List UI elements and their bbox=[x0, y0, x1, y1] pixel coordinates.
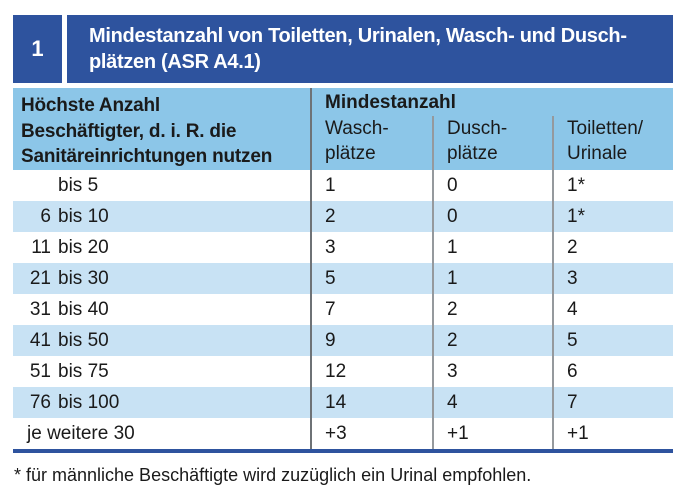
footnote: * für männliche Beschäftigte wird zuzügl… bbox=[14, 465, 532, 485]
table-number: 1 bbox=[31, 36, 44, 61]
infographic-page: 1 Mindestanzahl von Toiletten, Urinalen,… bbox=[13, 15, 673, 486]
range-label: bis 75 bbox=[58, 360, 109, 382]
cell-toiletten-urinale: 2 bbox=[552, 232, 673, 263]
col-header-employees-line3: Sanitäreinrichtungen nutzen bbox=[21, 146, 273, 167]
cell-duschplaetze: 0 bbox=[432, 201, 552, 232]
range-number: 21 bbox=[29, 267, 51, 289]
table-bottom-border bbox=[13, 449, 673, 453]
table-body: bis 5 1 0 1* 6 bis 10 2 0 1* 11 bis 20 3… bbox=[13, 170, 673, 449]
range-number: 11 bbox=[31, 236, 51, 258]
table-header-bar: 1 Mindestanzahl von Toiletten, Urinalen,… bbox=[13, 15, 673, 83]
range-label: bis 50 bbox=[58, 329, 109, 351]
cell-waschplaetze: 9 bbox=[325, 329, 336, 351]
range-label: bis 40 bbox=[58, 298, 109, 320]
range-number: 31 bbox=[29, 298, 51, 320]
table-row: bis 5 1 0 1* bbox=[13, 170, 673, 201]
col-header-employees-line2: Beschäftigter, d. i. R. die bbox=[21, 120, 237, 142]
range-label: je weitere 30 bbox=[27, 422, 135, 444]
table-number-badge: 1 bbox=[13, 15, 62, 83]
range-label: bis 30 bbox=[58, 267, 109, 289]
table-row: 6 bis 10 2 0 1* bbox=[13, 201, 673, 232]
column-header-band: Höchste Anzahl Beschäftigter, d. i. R. d… bbox=[13, 88, 673, 170]
cell-duschplaetze: 2 bbox=[432, 325, 552, 356]
cell-toiletten-urinale: 3 bbox=[552, 263, 673, 294]
range-label: bis 20 bbox=[58, 236, 109, 258]
cell-waschplaetze: 1 bbox=[325, 174, 336, 196]
cell-employee-range: 6 bis 10 bbox=[13, 201, 312, 232]
col-header-mindestanzahl-group: Mindestanzahl Wasch- plätze Dusch- plätz… bbox=[312, 88, 673, 170]
cell-waschplaetze: 14 bbox=[325, 391, 347, 413]
cell-toiletten-urinale: 6 bbox=[552, 356, 673, 387]
cell-duschplaetze: 0 bbox=[432, 170, 552, 201]
cell-duschplaetze: 3 bbox=[432, 356, 552, 387]
col-header-duschplaetze: Dusch- plätze bbox=[432, 116, 552, 170]
table-row: 41 bis 50 9 2 5 bbox=[13, 325, 673, 356]
range-label: bis 5 bbox=[58, 174, 99, 196]
cell-employee-range: 76 bis 100 bbox=[13, 387, 312, 418]
col-header-toiletten-line1: Toiletten/ bbox=[567, 118, 644, 139]
cell-employee-range: 11 bis 20 bbox=[13, 232, 312, 263]
cell-toiletten-urinale: 1* bbox=[552, 201, 673, 232]
cell-toiletten-urinale: 4 bbox=[552, 294, 673, 325]
cell-duschplaetze: 1 bbox=[432, 263, 552, 294]
table-row: 31 bis 40 7 2 4 bbox=[13, 294, 673, 325]
table-title-line1: Mindestanzahl von Toiletten, Urinalen, W… bbox=[89, 25, 627, 47]
range-label: bis 100 bbox=[58, 391, 120, 413]
cell-toiletten-urinale: 5 bbox=[552, 325, 673, 356]
range-number: 41 bbox=[29, 329, 51, 351]
table-title: Mindestanzahl von Toiletten, Urinalen, W… bbox=[67, 15, 673, 83]
cell-waschplaetze: 3 bbox=[325, 236, 336, 258]
col-header-waschplaetze-line1: Wasch- bbox=[325, 118, 389, 139]
cell-employee-range: 21 bis 30 bbox=[13, 263, 312, 294]
cell-waschplaetze: 5 bbox=[325, 267, 336, 289]
cell-waschplaetze: 2 bbox=[325, 205, 336, 227]
table-row: 21 bis 30 5 1 3 bbox=[13, 263, 673, 294]
cell-duschplaetze: +1 bbox=[432, 418, 552, 449]
cell-duschplaetze: 2 bbox=[432, 294, 552, 325]
cell-waschplaetze: 7 bbox=[325, 298, 336, 320]
cell-duschplaetze: 4 bbox=[432, 387, 552, 418]
cell-employee-range: 51 bis 75 bbox=[13, 356, 312, 387]
col-header-duschplaetze-line2: plätze bbox=[447, 143, 498, 164]
cell-waschplaetze: 12 bbox=[325, 360, 347, 382]
table-row: 11 bis 20 3 1 2 bbox=[13, 232, 673, 263]
cell-employee-range: 31 bis 40 bbox=[13, 294, 312, 325]
table-title-line2: plätzen (ASR A4.1) bbox=[89, 51, 261, 73]
col-header-toiletten-line2: Urinale bbox=[567, 143, 628, 164]
range-number: 76 bbox=[29, 391, 51, 413]
table-row: 51 bis 75 12 3 6 bbox=[13, 356, 673, 387]
col-header-employees: Höchste Anzahl Beschäftigter, d. i. R. d… bbox=[13, 88, 312, 170]
cell-toiletten-urinale: +1 bbox=[552, 418, 673, 449]
cell-waschplaetze: +3 bbox=[325, 422, 347, 444]
range-number: 51 bbox=[29, 360, 51, 382]
table-row: je weitere 30 +3 +1 +1 bbox=[13, 418, 673, 449]
range-label: bis 10 bbox=[58, 205, 109, 227]
col-group-header-mindestanzahl: Mindestanzahl bbox=[325, 92, 456, 113]
cell-employee-range: je weitere 30 bbox=[13, 418, 312, 449]
cell-toiletten-urinale: 7 bbox=[552, 387, 673, 418]
cell-employee-range: bis 5 bbox=[13, 170, 312, 201]
range-number: 6 bbox=[40, 205, 51, 227]
sub-header-row: Wasch- plätze Dusch- plätze Toiletten/ U… bbox=[312, 116, 673, 170]
cell-duschplaetze: 1 bbox=[432, 232, 552, 263]
cell-toiletten-urinale: 1* bbox=[552, 170, 673, 201]
col-header-duschplaetze-line1: Dusch- bbox=[447, 118, 508, 139]
table-row: 76 bis 100 14 4 7 bbox=[13, 387, 673, 418]
col-header-employees-line1: Höchste Anzahl bbox=[21, 95, 161, 116]
cell-employee-range: 41 bis 50 bbox=[13, 325, 312, 356]
col-header-toiletten-urinale: Toiletten/ Urinale bbox=[552, 116, 673, 170]
col-header-waschplaetze-line2: plätze bbox=[325, 143, 376, 164]
col-header-waschplaetze: Wasch- plätze bbox=[312, 116, 432, 170]
